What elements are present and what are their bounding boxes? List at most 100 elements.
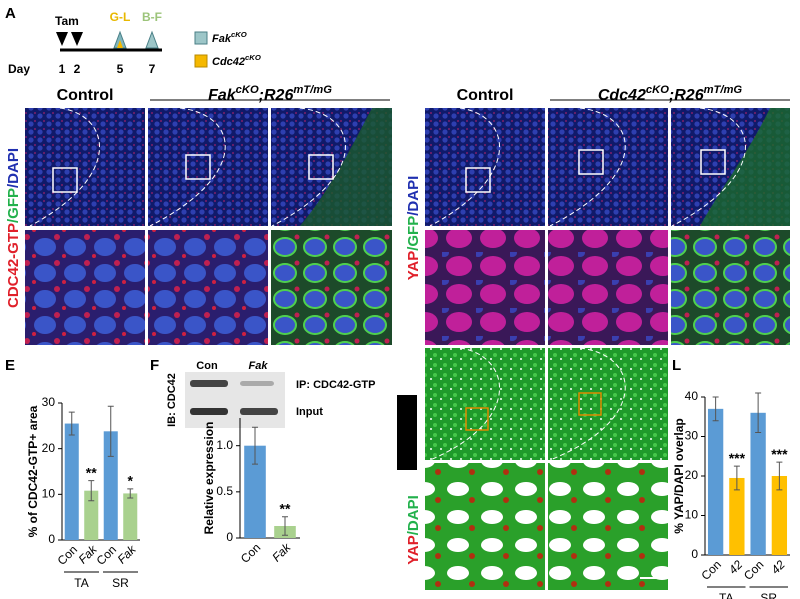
y-tick-label: 0.5 [216, 484, 233, 498]
group-label: SR [112, 576, 129, 590]
injection-arrows [56, 32, 83, 46]
label-part: Fak [212, 33, 232, 45]
error-bar [282, 516, 288, 536]
rich-label: Cdc42cKO;R26mT/mG [598, 84, 743, 104]
y-tick-label: 10 [685, 508, 699, 522]
error-bar [733, 465, 740, 491]
panel-label: E [5, 357, 15, 374]
blot-row-label: Input [296, 406, 323, 418]
micrograph [671, 230, 790, 345]
label-part: YAP [405, 535, 422, 564]
blot-band [240, 408, 278, 415]
boundary [29, 107, 346, 227]
bar [123, 493, 138, 540]
rich-label: FakcKO [212, 30, 247, 45]
y-tick-label: 30 [685, 429, 699, 443]
micrograph [271, 230, 392, 345]
significance: * [128, 473, 134, 489]
panel-label: L [672, 357, 681, 374]
drug-label: Tam [55, 14, 79, 28]
label-part: Cdc42 [598, 87, 646, 104]
significance: *** [771, 446, 788, 462]
y-tick-label: 0 [691, 547, 698, 561]
significance: ** [86, 464, 97, 480]
inset-box [185, 154, 211, 180]
panel-label: A [5, 5, 16, 22]
lane-label: Fak [249, 360, 269, 372]
bar [771, 476, 788, 555]
legend-swatch [194, 54, 208, 68]
error-bar [68, 411, 75, 436]
y-tick-label: 0 [48, 532, 55, 546]
black-bar [397, 395, 417, 470]
bar [707, 408, 724, 555]
group-label: TA [74, 576, 88, 590]
inset-box [465, 167, 491, 193]
label-part: mT/mG [293, 84, 332, 96]
micrograph [548, 108, 668, 226]
label-part: cKO [646, 84, 669, 96]
y-axis-label: % of CDC42-GTP+ area [26, 405, 40, 537]
significance: ** [280, 500, 291, 516]
label-part: YAP [405, 251, 422, 280]
label-part: ;R26 [259, 87, 294, 104]
x-tick-label: Fak [269, 540, 294, 565]
label-part: CDC42-GTP [5, 223, 22, 308]
gfp-region [700, 108, 790, 226]
inset-box [465, 407, 489, 431]
group-label: SR [760, 591, 777, 599]
bar [750, 412, 766, 555]
micrograph [548, 230, 668, 345]
rich-label: YAP/DAPI [405, 495, 422, 564]
image-panels [25, 30, 790, 590]
label-part: ;R26 [669, 87, 704, 104]
blot-antibody: IB: CDC42 [166, 373, 178, 427]
gfp-region [300, 108, 392, 226]
micrograph [148, 230, 268, 345]
y-tick-label: 0 [226, 530, 233, 544]
label-part: cKO [231, 30, 247, 39]
error-bar [776, 461, 783, 491]
x-tick-label: 42 [768, 557, 788, 577]
error-bar [755, 392, 762, 434]
blot-band [190, 408, 228, 415]
inset-box [578, 392, 602, 416]
micrograph [25, 230, 145, 345]
label-part: /GFP [5, 188, 22, 223]
harvest-marker [145, 30, 159, 49]
inset-box [700, 149, 726, 175]
day-number: 7 [149, 62, 156, 76]
error-bar [127, 488, 134, 499]
day-label: Day [8, 62, 30, 76]
y-tick-label: 30 [42, 395, 56, 409]
bar [244, 445, 266, 538]
y-tick-label: 20 [42, 441, 56, 455]
blot-row-label: IP: CDC42-GTP [296, 379, 375, 391]
boundary [429, 347, 626, 461]
label-part: /GFP [405, 216, 422, 251]
micrograph [148, 108, 268, 226]
label-part: /DAPI [405, 176, 422, 216]
micrograph [425, 108, 545, 226]
group-label: TA [719, 591, 733, 599]
error-bar [88, 480, 95, 502]
marker-label: G-L [110, 10, 131, 24]
rich-label: CDC42-GTP/GFP/DAPI [5, 148, 22, 308]
x-tick-label: Fak [115, 542, 140, 567]
error-bar [252, 426, 258, 465]
lane-label: Con [196, 360, 218, 372]
harvest-marker [117, 40, 123, 48]
x-tick-label: Con [741, 557, 766, 582]
label-part: Cdc42 [212, 56, 245, 68]
inset-box [308, 154, 334, 180]
bar [729, 477, 745, 555]
y-tick-label: 20 [685, 468, 699, 482]
error-bar [107, 405, 114, 457]
label-part: mT/mG [704, 84, 743, 96]
column-header: Control [457, 87, 514, 104]
y-axis-label: % YAP/DAPI overlap [672, 418, 686, 533]
column-header: Control [57, 87, 114, 104]
bar [84, 490, 99, 540]
label-part: cKO [245, 53, 261, 62]
marker-label: B-F [142, 10, 162, 24]
